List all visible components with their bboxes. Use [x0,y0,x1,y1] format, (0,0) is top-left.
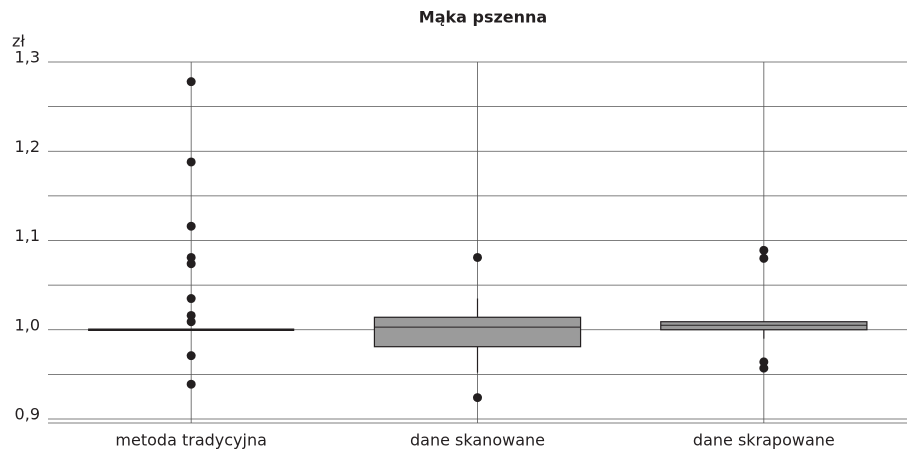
outlier [186,157,196,167]
outlier [186,317,196,327]
outlier [759,253,769,263]
x-tick-label: metoda tradycyjna [115,431,266,450]
outlier [186,351,196,361]
outlier [186,77,196,87]
y-tick-label: 1,3 [15,48,40,67]
outlier [759,357,769,367]
y-tick-label: 1,0 [15,315,40,334]
outlier [186,259,196,269]
outlier [759,363,769,373]
outlier [186,252,196,262]
y-tick-label: 0,9 [15,405,40,424]
outlier [186,379,196,389]
box [373,316,582,348]
x-tick-label: dane skanowane [410,431,545,450]
outlier [186,294,196,304]
y-axis-label: zł [12,32,25,51]
outlier [759,245,769,255]
y-tick-label: 1,1 [15,226,40,245]
y-tick-label: 1,2 [15,137,40,156]
outlier [186,310,196,320]
x-tick-label: dane skrapowane [693,431,835,450]
outlier [473,393,482,403]
outlier [186,221,196,231]
chart-title: Mąka pszenna [419,8,547,27]
outlier [473,252,482,262]
